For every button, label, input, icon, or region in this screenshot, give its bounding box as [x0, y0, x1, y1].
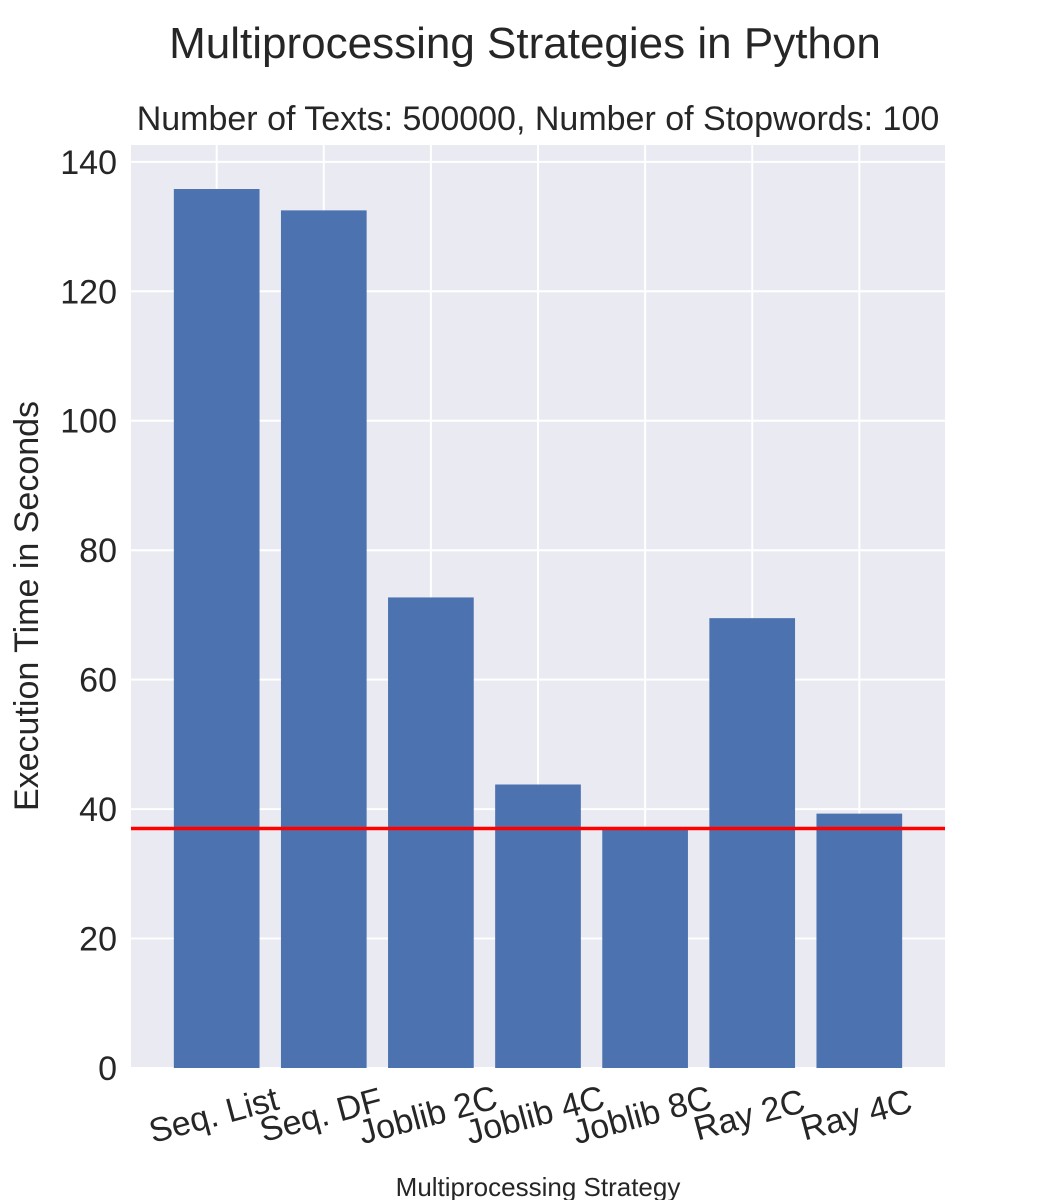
- bars: [173, 189, 903, 1068]
- y-tick-label: 140: [60, 144, 117, 182]
- y-tick-label: 0: [98, 1050, 117, 1088]
- y-tick-label: 40: [79, 791, 117, 829]
- bar: [602, 828, 688, 1068]
- bar: [816, 813, 903, 1068]
- y-tick-label: 120: [60, 273, 117, 311]
- y-tick-labels: 0 20 40 60 80 100 120 140: [60, 144, 117, 1088]
- bar: [709, 618, 796, 1068]
- bar: [495, 784, 581, 1068]
- chart-subtitle: Number of Texts: 500000, Number of Stopw…: [137, 100, 940, 138]
- x-tick-label: Ray 4C: [797, 1082, 916, 1148]
- x-axis-label: Multiprocessing Strategy: [396, 1172, 681, 1200]
- bar: [173, 189, 260, 1068]
- y-tick-label: 20: [79, 921, 117, 959]
- chart-title: Multiprocessing Strategies in Python: [169, 19, 881, 68]
- y-tick-label: 100: [60, 403, 117, 441]
- y-tick-label: 80: [79, 532, 117, 570]
- bar: [280, 210, 367, 1068]
- y-tick-label: 60: [79, 662, 117, 700]
- y-axis-label: Execution Time in Seconds: [8, 401, 46, 811]
- bar: [388, 597, 474, 1068]
